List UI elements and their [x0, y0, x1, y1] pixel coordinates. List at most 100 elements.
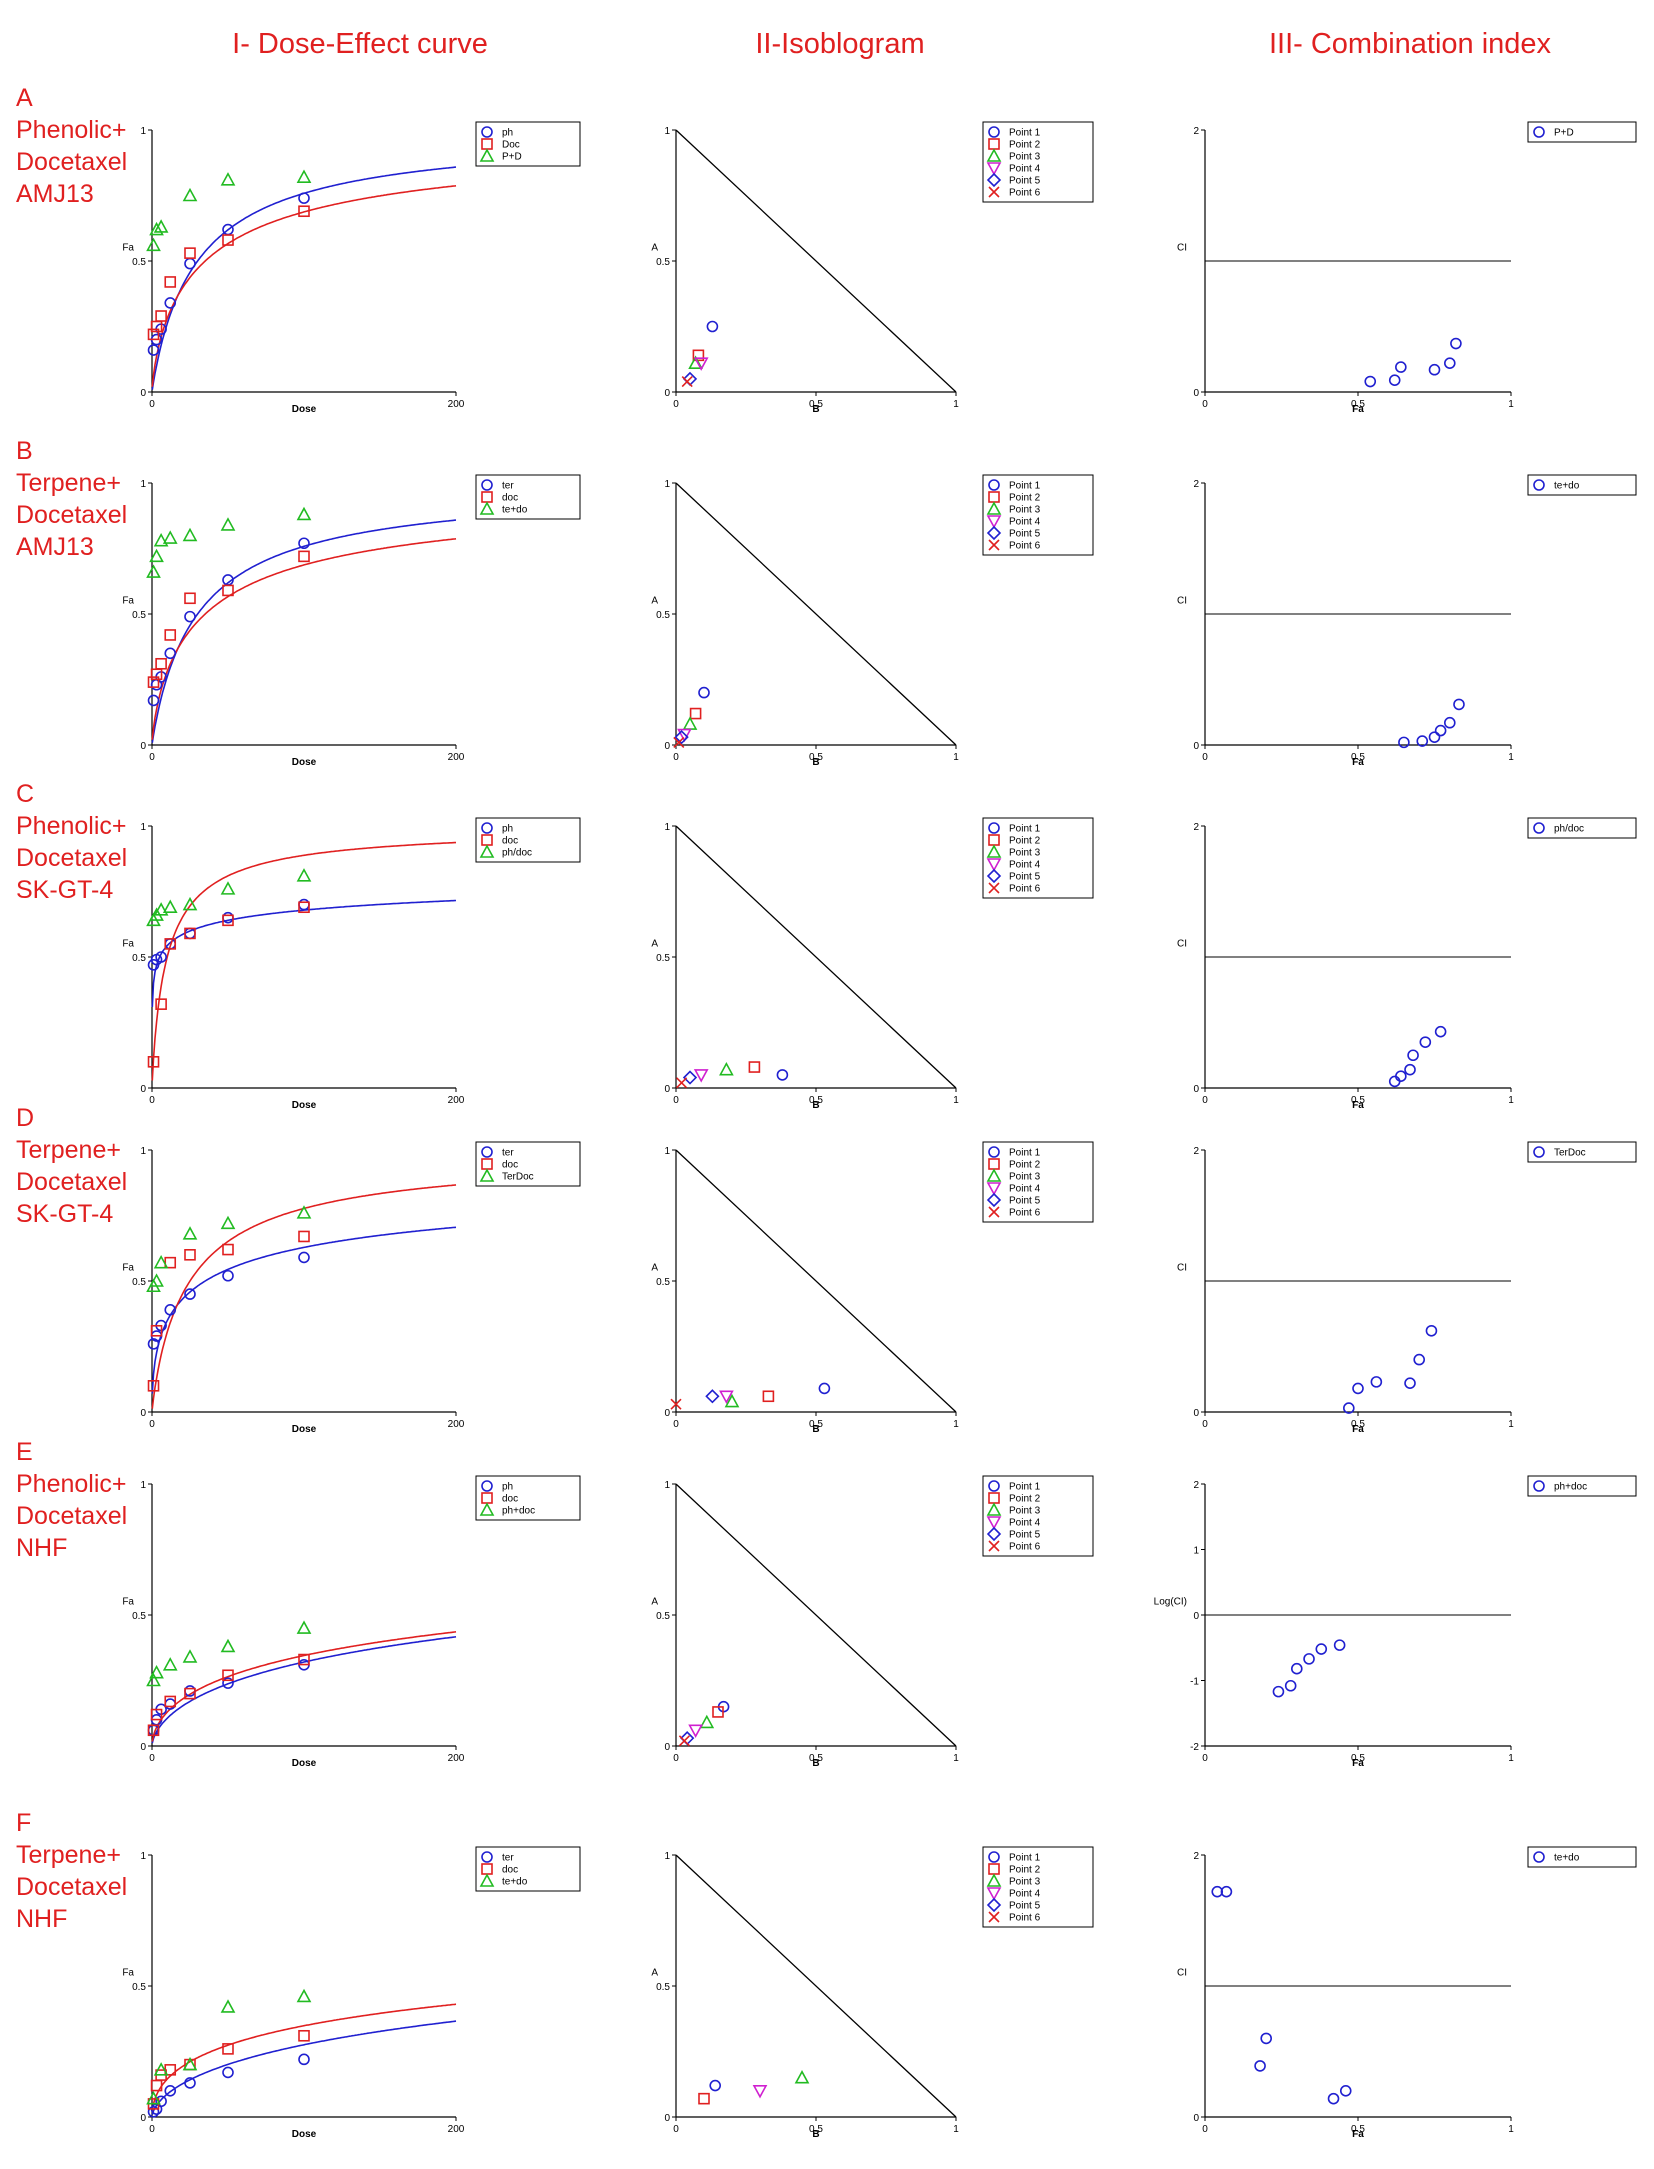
y-tick-label: 2: [1193, 1480, 1199, 1491]
x-tick-label: 1: [953, 399, 959, 410]
legend-marker: [986, 525, 1002, 541]
legend-marker: [986, 1887, 1002, 1901]
data-point: [150, 1708, 163, 1721]
legend-marker: [479, 1168, 495, 1182]
data-point: [182, 1649, 198, 1663]
data-point: [220, 1215, 236, 1230]
legend-label: ph/doc: [502, 848, 532, 859]
legend-label: Point 4: [1009, 1518, 1041, 1529]
legend-label: Point 6: [1009, 1913, 1041, 1924]
x-tick-label: 0.5: [809, 752, 823, 763]
data-point: [1303, 1653, 1315, 1665]
isobole-line: [675, 482, 957, 746]
row-label-line: Phenolic+: [16, 116, 127, 144]
legend-marker: [988, 1911, 1000, 1923]
row-label-line: NHF: [16, 1905, 67, 1933]
y-tick-label: 2: [1193, 479, 1199, 490]
legend-marker: [988, 1480, 1000, 1492]
legend-box: [475, 1475, 581, 1521]
x-axis-label: Fa: [1352, 1424, 1364, 1435]
legend-marker: [988, 126, 1000, 138]
data-point: [712, 1706, 724, 1718]
data-point: [1416, 735, 1429, 747]
data-point: [296, 868, 312, 882]
y-tick-label: 1: [664, 479, 670, 490]
data-point: [147, 2105, 160, 2118]
legend-box: [1527, 1475, 1637, 1497]
x-tick-label: 0.5: [1351, 399, 1365, 410]
y-tick-label: 1: [664, 1480, 670, 1491]
legend-marker: [481, 1146, 493, 1158]
fit-curve-doc: [151, 2003, 457, 2112]
legend-label: Point 1: [1009, 1853, 1041, 1864]
y-tick-label: 1: [140, 126, 146, 137]
x-tick-label: 1: [1508, 1419, 1514, 1430]
data-point: [719, 1061, 734, 1076]
data-point: [146, 1672, 161, 1687]
row-label-line: Docetaxel: [16, 844, 127, 872]
y-tick-label: 0: [140, 1742, 146, 1753]
data-point: [153, 1254, 169, 1269]
legend-label: Point 1: [1009, 1148, 1041, 1159]
fit-curve-ph: [151, 899, 457, 1008]
legend: P+D: [1527, 121, 1637, 143]
data-point: [182, 187, 198, 202]
data-point: [688, 355, 703, 369]
legend-label: Point 2: [1009, 1160, 1041, 1171]
y-tick-label: 0: [1193, 388, 1199, 399]
data-point: [222, 584, 234, 597]
legend-label: Point 2: [1009, 1865, 1041, 1876]
data-point: [688, 1724, 703, 1738]
legend-marker: [479, 1873, 495, 1887]
fit-curve-ter: [151, 1226, 457, 1394]
legend-marker: [986, 868, 1002, 884]
x-tick-label: 0: [149, 1753, 155, 1764]
y-tick-label: 1: [140, 1480, 146, 1491]
x-tick-label: 0.5: [1351, 1095, 1365, 1106]
x-tick-label: 0.5: [809, 399, 823, 410]
y-tick-label: 0: [140, 1084, 146, 1095]
data-point: [1339, 2085, 1352, 2097]
data-point: [220, 172, 236, 186]
data-point: [164, 647, 177, 660]
legend-label: doc: [502, 1160, 518, 1171]
y-tick-label: 0.5: [656, 257, 670, 268]
data-point: [1398, 736, 1410, 749]
row-label-line: Docetaxel: [16, 1873, 127, 1901]
y-tick-label: 0: [1193, 1408, 1199, 1419]
x-tick-label: 0.5: [809, 2124, 823, 2135]
legend: te+do: [1527, 474, 1637, 496]
data-point: [296, 1988, 312, 2003]
legend-box: [1527, 1141, 1637, 1163]
data-point: [693, 1069, 709, 1083]
data-point: [1425, 1324, 1438, 1337]
legend-marker: [479, 501, 495, 515]
data-point: [155, 310, 167, 322]
legend-label: Point 3: [1009, 848, 1041, 859]
data-point: [147, 1724, 160, 1737]
data-point: [296, 1205, 312, 1219]
legend-label: Point 1: [1009, 824, 1041, 835]
data-point: [670, 1398, 682, 1410]
x-tick-label: 0.5: [1351, 752, 1365, 763]
data-point: [220, 1638, 236, 1653]
data-point: [184, 1249, 196, 1261]
legend-marker: [481, 479, 493, 491]
data-point: [147, 676, 160, 688]
data-point: [705, 1389, 720, 1404]
data-point: [164, 1695, 177, 1708]
legend-marker: [479, 844, 495, 858]
data-point: [1284, 1679, 1297, 1692]
legend-label: Point 1: [1009, 1482, 1041, 1493]
data-point: [1407, 1049, 1419, 1062]
x-tick-label: 1: [953, 1419, 959, 1430]
x-axis-label: Dose: [292, 2129, 317, 2140]
legend-label: ph+doc: [502, 1506, 535, 1517]
legend-label: Point 4: [1009, 1184, 1041, 1195]
data-point: [1444, 716, 1456, 729]
data-point: [184, 1288, 196, 1300]
